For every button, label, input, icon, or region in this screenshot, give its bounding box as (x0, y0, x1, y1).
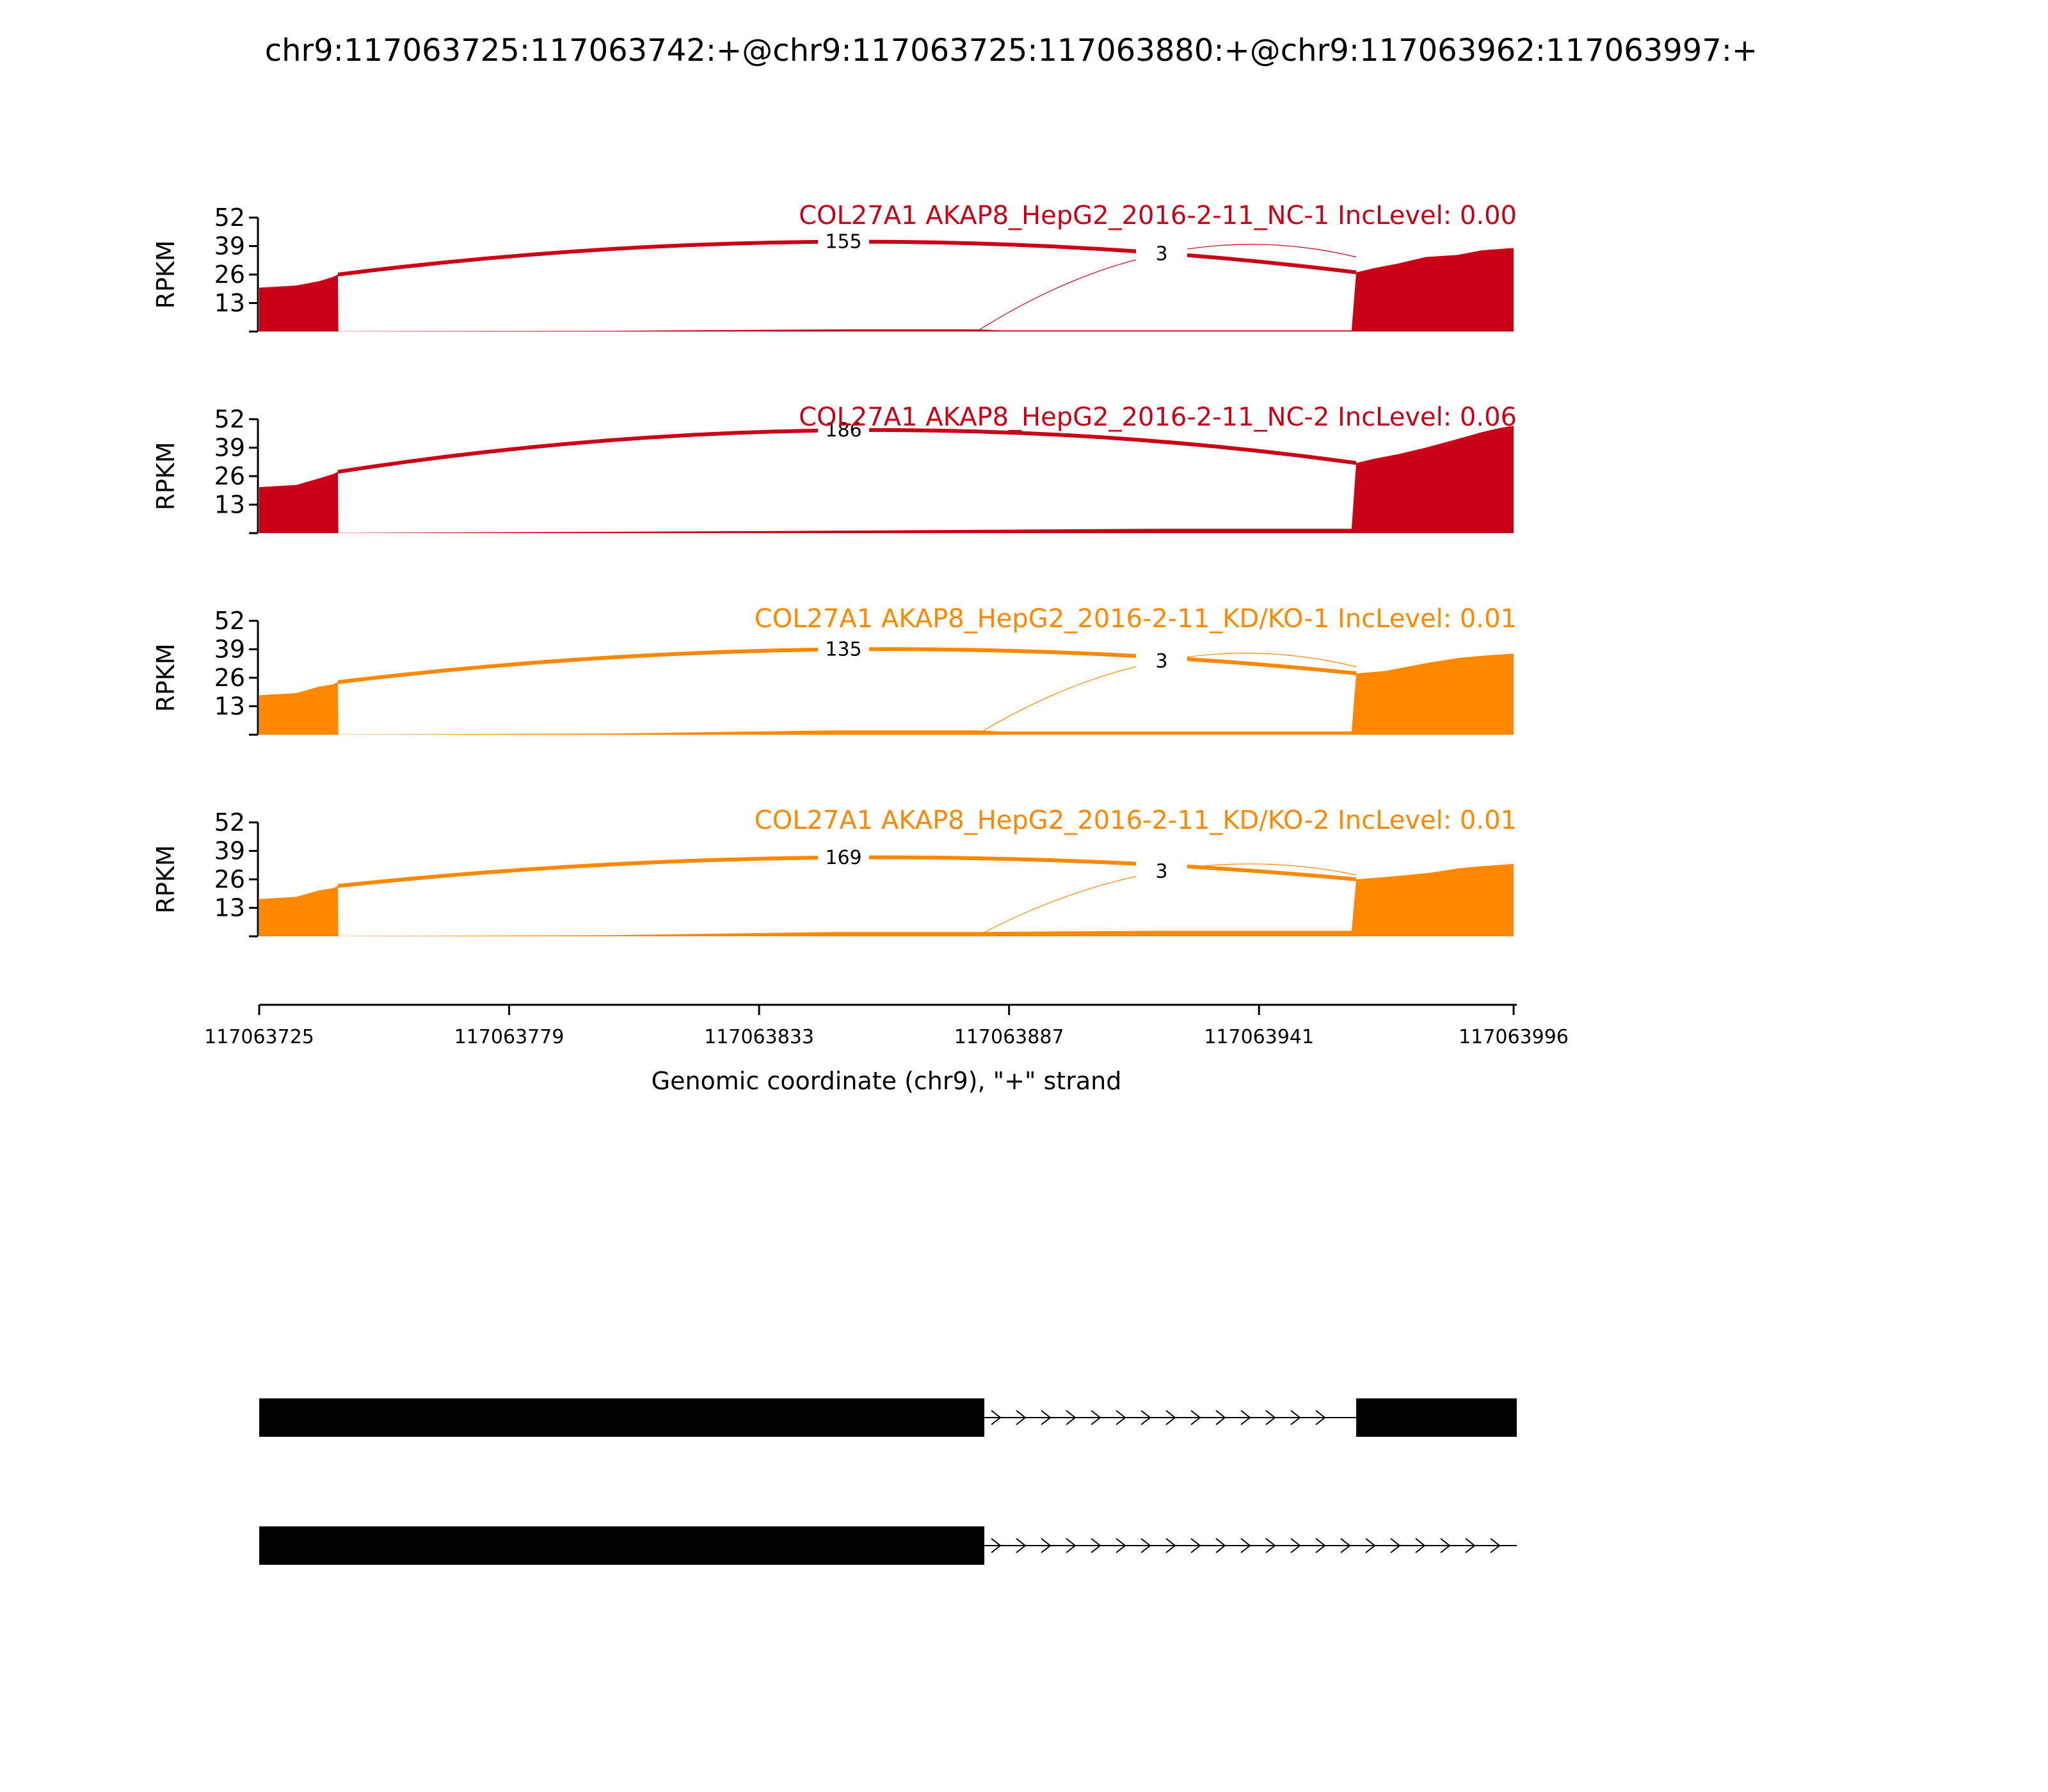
x-axis-label: Genomic coordinate (chr9), "+" strand (652, 1067, 1122, 1095)
strand-chevron (991, 1538, 1002, 1553)
x-tick-label: 117063725 (204, 1026, 314, 1048)
y-tick-label: 13 (214, 894, 245, 922)
transcript-tracks (259, 1398, 1517, 1565)
x-tick-label: 117063779 (454, 1026, 564, 1048)
x-tick-label: 117063887 (954, 1026, 1064, 1048)
strand-chevron (1415, 1538, 1426, 1553)
y-tick-label: 39 (214, 837, 245, 865)
y-tick-label: 52 (214, 808, 245, 836)
strand-chevron (1116, 1538, 1126, 1553)
strand-chevron (1290, 1410, 1301, 1425)
y-tick-label: 13 (214, 491, 245, 519)
coverage-area (259, 653, 1514, 735)
junction-label-bg (1136, 648, 1187, 675)
junction-label: 3 (1155, 650, 1167, 673)
strand-chevron (1315, 1410, 1326, 1425)
strand-chevron (1140, 1538, 1151, 1553)
strand-chevron (1465, 1538, 1476, 1553)
junction-label: 135 (825, 639, 861, 661)
y-tick-label: 52 (214, 607, 245, 635)
exon-block (1356, 1398, 1517, 1437)
strand-chevron (991, 1410, 1002, 1425)
panel-title: COL27A1 AKAP8_HepG2_2016-2-11_NC-1 IncLe… (799, 201, 1517, 230)
y-tick-label: 39 (214, 636, 245, 664)
junction-label-bg (818, 636, 869, 662)
strand-chevron (1091, 1538, 1101, 1553)
strand-chevron (1041, 1410, 1052, 1425)
junction-label-bg (818, 228, 869, 255)
junction-label: 169 (825, 847, 861, 869)
y-tick-label: 26 (214, 462, 245, 490)
panel-title: COL27A1 AKAP8_HepG2_2016-2-11_KD/KO-2 In… (755, 806, 1517, 835)
strand-chevron (1240, 1410, 1251, 1425)
junction-label: 186 (825, 419, 861, 442)
strand-chevron (1490, 1538, 1501, 1553)
y-tick-label: 52 (214, 204, 245, 232)
strand-chevron (1140, 1410, 1151, 1425)
y-tick-label: 39 (214, 232, 245, 260)
strand-chevron (1116, 1410, 1126, 1425)
panel-title: COL27A1 AKAP8_HepG2_2016-2-11_NC-2 IncLe… (799, 403, 1517, 432)
strand-chevron (1240, 1538, 1251, 1553)
strand-chevron (1215, 1538, 1226, 1553)
x-axis: 117063725 117063779 117063833 117063887 1170… (204, 1004, 1569, 1048)
strand-chevron (1066, 1538, 1076, 1553)
junction-label-bg (1136, 241, 1187, 267)
y-tick-label: 26 (214, 865, 245, 893)
junction-label: 3 (1155, 861, 1167, 883)
strand-chevron (1041, 1538, 1052, 1553)
transcript-1 (259, 1398, 1517, 1437)
strand-chevron (1265, 1538, 1276, 1553)
exon-block (259, 1398, 985, 1437)
y-tick-label: 13 (214, 692, 245, 721)
y-tick-label: 39 (214, 434, 245, 462)
y-axis-label: RPKM (152, 643, 180, 712)
exon-block (259, 1526, 985, 1565)
y-tick-label: 52 (214, 405, 245, 433)
coverage-area (259, 426, 1514, 533)
strand-chevron (1265, 1410, 1276, 1425)
strand-chevron (1290, 1538, 1301, 1553)
strand-chevron (1315, 1538, 1326, 1553)
x-tick-label: 117063833 (704, 1026, 814, 1048)
strand-chevron (1215, 1410, 1226, 1425)
coverage-area (259, 248, 1514, 332)
junction-label: 3 (1155, 243, 1167, 265)
y-tick-label: 26 (214, 664, 245, 692)
strand-chevron (1390, 1538, 1401, 1553)
strand-chevron (1165, 1410, 1176, 1425)
x-tick-label: 117063941 (1204, 1026, 1314, 1048)
strand-chevron (1016, 1410, 1027, 1425)
junction-label-bg (1136, 858, 1187, 884)
x-tick-label: 117063996 (1459, 1026, 1569, 1048)
y-axis-label: RPKM (152, 845, 180, 913)
chart-title: chr9:117063725:117063742:+@chr9:11706372… (265, 33, 1758, 68)
strand-chevron (1365, 1538, 1376, 1553)
y-axis-label: RPKM (152, 240, 180, 308)
y-axis-label: RPKM (152, 442, 180, 510)
strand-chevron (1066, 1410, 1076, 1425)
transcript-2 (259, 1526, 1517, 1565)
junction-label-bg (818, 417, 869, 444)
junction-label: 155 (825, 231, 861, 253)
junction-label-bg (818, 844, 869, 870)
strand-chevron (1340, 1538, 1351, 1553)
strand-chevron (1091, 1410, 1101, 1425)
strand-chevron (1016, 1538, 1027, 1553)
strand-chevron (1190, 1538, 1201, 1553)
y-tick-label: 13 (214, 289, 245, 317)
strand-chevron (1165, 1538, 1176, 1553)
strand-chevron (1440, 1538, 1451, 1553)
coverage-area (259, 864, 1514, 936)
y-tick-label: 26 (214, 260, 245, 289)
panel-title: COL27A1 AKAP8_HepG2_2016-2-11_KD/KO-1 In… (755, 604, 1517, 634)
strand-chevron (1190, 1410, 1201, 1425)
